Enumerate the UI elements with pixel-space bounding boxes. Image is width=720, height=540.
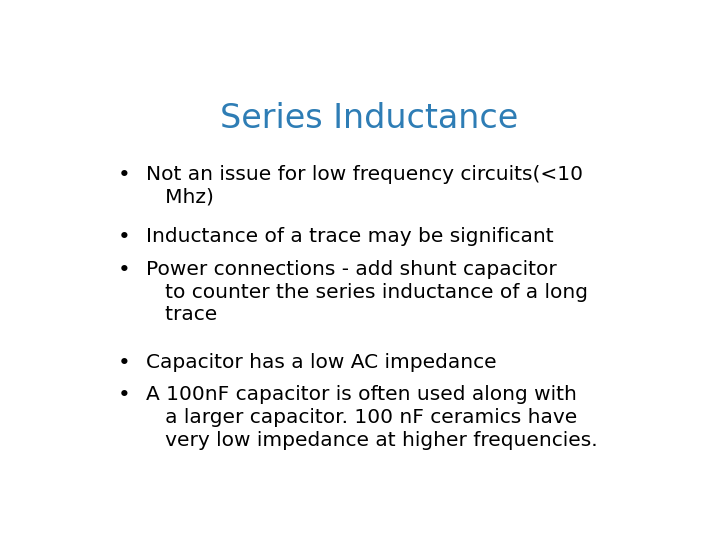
Text: Series Inductance: Series Inductance (220, 102, 518, 135)
Text: Power connections - add shunt capacitor
   to counter the series inductance of a: Power connections - add shunt capacitor … (145, 260, 588, 325)
Text: Capacitor has a low AC impedance: Capacitor has a low AC impedance (145, 353, 496, 372)
Text: Not an issue for low frequency circuits(<10
   Mhz): Not an issue for low frequency circuits(… (145, 165, 582, 206)
Text: A 100nF capacitor is often used along with
   a larger capacitor. 100 nF ceramic: A 100nF capacitor is often used along wi… (145, 386, 598, 450)
Text: •: • (118, 353, 130, 373)
Text: •: • (118, 386, 130, 406)
Text: •: • (118, 165, 130, 185)
Text: •: • (118, 227, 130, 247)
Text: Inductance of a trace may be significant: Inductance of a trace may be significant (145, 227, 554, 246)
Text: •: • (118, 260, 130, 280)
